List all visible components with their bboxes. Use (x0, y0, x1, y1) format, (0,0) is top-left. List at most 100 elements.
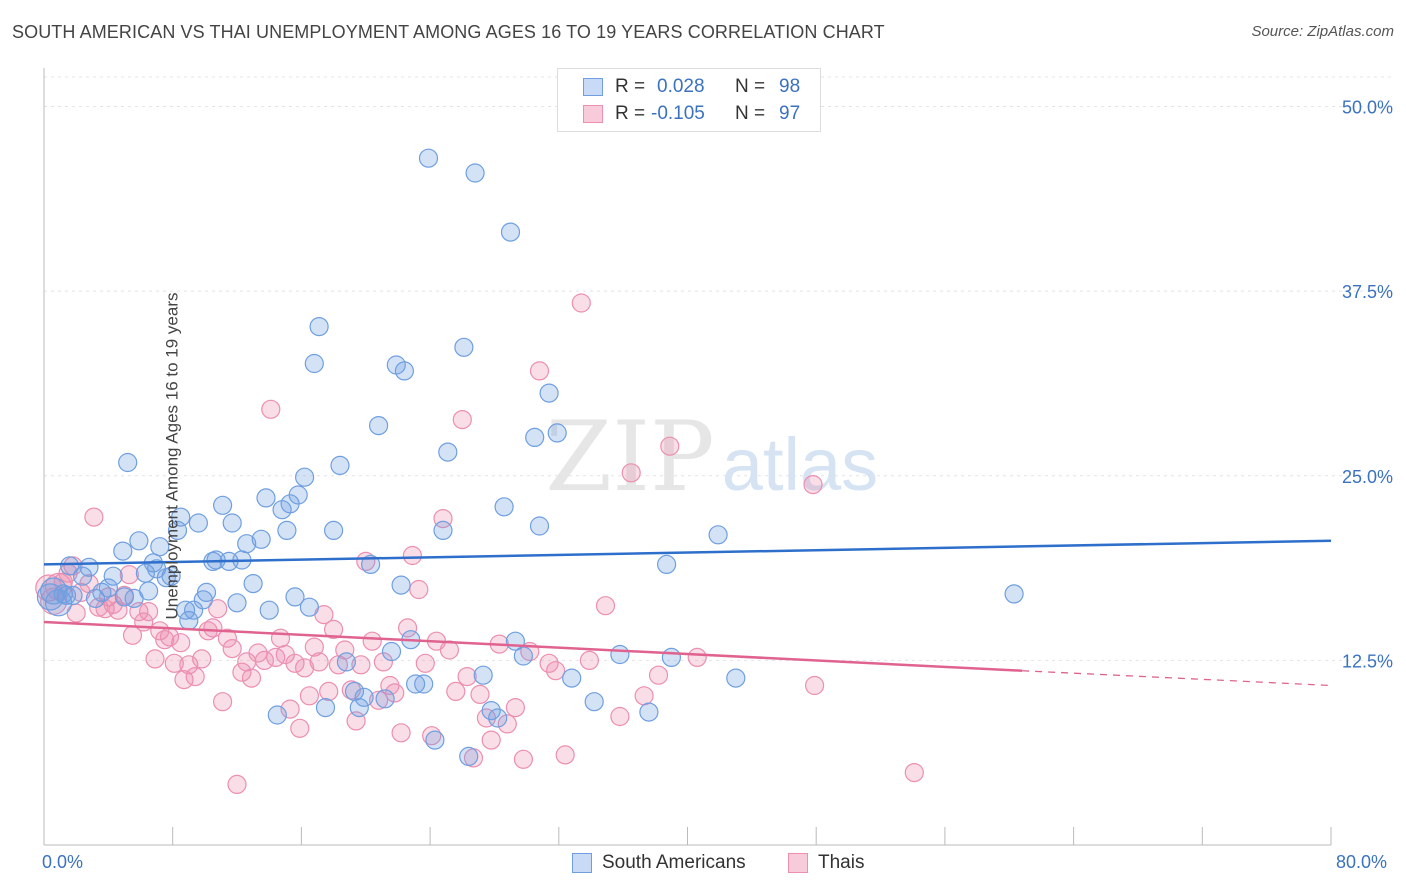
thai-point (398, 618, 418, 638)
y-tick-label: 12.5% (1342, 651, 1393, 671)
thai-point (595, 596, 616, 616)
thai-point (174, 669, 194, 690)
thai-point (319, 681, 339, 702)
legend-r-value-2: -0.105 (651, 103, 705, 124)
thai-point (185, 666, 205, 687)
thai-point (270, 628, 291, 648)
south-american-point (414, 674, 434, 694)
south-american-point (315, 697, 336, 718)
south-american-point (171, 507, 191, 527)
south-american-point (256, 488, 276, 508)
thai-point (555, 745, 575, 765)
thai-point (385, 683, 405, 703)
thai-point (369, 690, 389, 710)
legend-r-label: R = (615, 76, 646, 97)
thai-point (145, 649, 165, 669)
series-south-americans-points (36, 148, 1024, 767)
thai-point (804, 675, 825, 696)
series-thais-points (35, 293, 924, 795)
legend-n-label: N = (735, 76, 766, 97)
south-american-point (259, 600, 279, 620)
south-american-point (176, 600, 196, 620)
thai-point (513, 749, 534, 769)
legend-item-south-americans: South Americans (572, 852, 746, 874)
thai-point (309, 652, 329, 672)
south-american-point (406, 674, 426, 694)
stats-legend: R = 0.028 N = 98 R = -0.105 N = 97 (557, 68, 821, 132)
legend-row-thais: R = -0.105 N = 97 (583, 103, 800, 125)
south-american-point (285, 587, 305, 607)
thai-point (254, 650, 274, 671)
thai-point (402, 545, 422, 566)
thai-point (634, 686, 654, 706)
gridlines (44, 76, 1393, 661)
thai-point (208, 599, 228, 619)
trend-lines (43, 539, 1332, 687)
thai-point (213, 692, 233, 712)
thai-point (248, 643, 268, 663)
thai-point (803, 475, 823, 495)
south-american-point (610, 644, 630, 665)
thai-point (217, 628, 237, 648)
south-american-point (113, 541, 133, 561)
south-american-point (459, 746, 479, 767)
south-american-point (60, 556, 80, 576)
thai-point (446, 681, 466, 702)
south-american-point (539, 383, 559, 403)
south-american-point (336, 652, 356, 672)
legend-n-value-1: 98 (779, 76, 801, 97)
south-american-point (656, 554, 677, 575)
source-label: Source: ZipAtlas.com (1251, 23, 1394, 40)
x-tick-label-max: 80.0% (1336, 852, 1388, 872)
south-american-point (309, 317, 329, 337)
thai-point (362, 631, 382, 651)
thai-point (457, 666, 477, 687)
thai-point (529, 361, 550, 381)
watermark: ZIP atlas (545, 401, 878, 513)
watermark-atlas: atlas (722, 423, 878, 506)
thai-point (295, 658, 315, 678)
trend-line-thais-extrapolated (1022, 670, 1332, 687)
thai-point (579, 650, 600, 671)
thai-point (164, 653, 184, 673)
axes (43, 68, 1332, 846)
south-american-point (391, 575, 411, 595)
thai-point (171, 633, 191, 653)
thai-point (304, 637, 324, 657)
south-american-point (473, 665, 493, 685)
south-american-point (726, 668, 746, 688)
legend-label-south-americans: South Americans (602, 852, 746, 873)
south-american-point (324, 520, 344, 541)
south-american-point (98, 578, 119, 598)
south-american-point (361, 554, 381, 575)
thai-point (452, 410, 472, 430)
chart-title: SOUTH AMERICAN VS THAI UNEMPLOYMENT AMON… (12, 22, 885, 42)
thai-point (621, 463, 641, 483)
y-axis-label: Unemployment Among Ages 16 to 19 years (162, 292, 182, 620)
south-american-point (63, 585, 83, 606)
south-american-point (118, 452, 138, 473)
legend-row-south-americans: R = 0.028 N = 98 (583, 76, 800, 98)
thai-point (497, 714, 517, 734)
thai-point (545, 661, 566, 681)
y-tick-labels: 12.5% 25.0% 37.5% 50.0% (1342, 98, 1393, 672)
trend-line-south-americans (43, 539, 1332, 566)
south-american-point (381, 641, 402, 662)
y-tick-label: 25.0% (1342, 467, 1393, 487)
south-american-point (394, 361, 414, 381)
legend-r-label-2: R = (615, 103, 646, 124)
thai-point (203, 618, 223, 638)
x-tick-label-min: 0.0% (42, 852, 84, 872)
thai-point (373, 652, 393, 672)
south-american-point (222, 513, 242, 533)
south-american-point (150, 537, 170, 557)
south-american-point (481, 700, 501, 721)
thai-point (409, 579, 429, 600)
south-american-point (438, 442, 458, 462)
thai-point (904, 762, 924, 783)
legend-n-value-2: 97 (779, 103, 801, 124)
south-american-point (56, 585, 77, 606)
legend-swatch-pink (583, 105, 603, 123)
south-american-point (488, 708, 508, 728)
thai-point (290, 718, 310, 738)
